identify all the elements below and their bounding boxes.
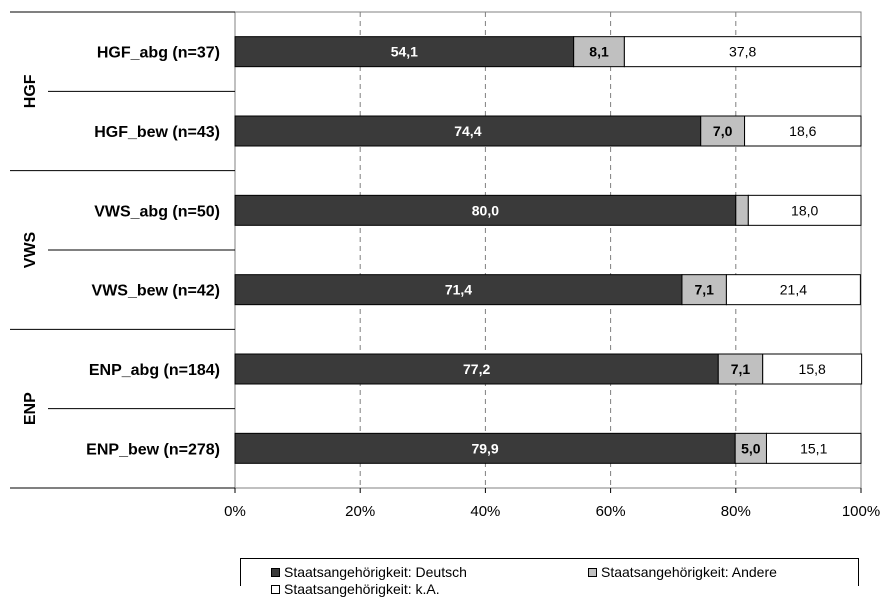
data-label: 37,8	[729, 44, 756, 60]
bar-segment	[234, 432, 736, 464]
data-label: 5,0	[741, 440, 761, 456]
data-label: 74,4	[454, 123, 481, 139]
data-label: 7,1	[731, 361, 751, 377]
bar-segment	[762, 353, 863, 385]
x-tick-label: 60%	[596, 503, 626, 520]
category-labels: HGF_abg (n=37) HGF_bew (n=43) VWS_abg (n=5…	[86, 45, 220, 459]
bar-segment	[747, 194, 862, 226]
bar-segment	[234, 36, 575, 68]
legend-item-ka: Staatsangehörigkeit: k.A.	[271, 581, 440, 597]
legend-item-andere: Staatsangehörigkeit: Andere	[588, 564, 777, 580]
bar-segment	[744, 115, 862, 147]
bar-segment	[725, 274, 861, 306]
x-tick-label: 20%	[345, 503, 375, 520]
data-label: 79,9	[471, 440, 498, 456]
data-label: 15,1	[800, 440, 827, 456]
data-label: 7,1	[694, 282, 714, 298]
bar-segment	[234, 353, 719, 385]
bar-segment	[234, 194, 737, 226]
bar-segment	[765, 432, 862, 464]
bar-segment	[234, 115, 702, 147]
group-label: VWS	[22, 231, 39, 268]
data-label: 71,4	[445, 282, 472, 298]
legend: Staatsangehörigkeit: Deutsch Staatsangeh…	[240, 558, 859, 597]
data-label: 54,1	[391, 44, 418, 60]
category-label: VWS_bew (n=42)	[92, 283, 220, 300]
x-tick-label: 0%	[224, 503, 246, 520]
x-tick-label: 80%	[721, 503, 751, 520]
legend-swatch-andere	[588, 567, 597, 577]
legend-label-deutsch: Staatsangehörigkeit: Deutsch	[284, 564, 467, 580]
data-label: 18,0	[791, 202, 818, 218]
data-label: 15,8	[799, 361, 826, 377]
data-label: 77,2	[463, 361, 490, 377]
category-label: VWS_abg (n=50)	[94, 203, 220, 220]
data-label: 18,6	[789, 123, 816, 139]
x-tick-label: 100%	[842, 503, 880, 520]
group-label: ENP	[22, 392, 39, 425]
bars: 54,1 8,1 37,8 74,4 7,0 18,6 80,0 18,0 71,4 7,1 21,…	[234, 36, 863, 464]
bar-segment	[681, 274, 727, 306]
legend-label-andere: Staatsangehörigkeit: Andere	[601, 564, 777, 580]
data-label: 8,1	[589, 44, 609, 60]
data-label: 80,0	[472, 202, 499, 218]
data-label: 21,4	[780, 282, 807, 298]
category-label: ENP_abg (n=184)	[89, 362, 220, 379]
group-labels: HGF VWS ENP	[10, 11, 235, 489]
plot-area	[234, 11, 862, 489]
data-label: 7,0	[713, 123, 733, 139]
bar-segment	[700, 115, 746, 147]
legend-item-deutsch: Staatsangehörigkeit: Deutsch	[271, 564, 467, 580]
gridlines	[234, 11, 862, 493]
bar-segment	[735, 194, 749, 226]
category-label: ENP_bew (n=278)	[86, 441, 220, 458]
bar-segment	[623, 36, 862, 68]
group-label: HGF	[22, 74, 39, 108]
legend-label-ka: Staatsangehörigkeit: k.A.	[284, 581, 440, 597]
x-tick-labels: 0% 20% 40% 60% 80% 100%	[224, 503, 880, 520]
x-tick-label: 40%	[470, 503, 500, 520]
category-label: HGF_abg (n=37)	[97, 45, 220, 62]
category-label: HGF_bew (n=43)	[94, 124, 220, 141]
legend-swatch-deutsch	[271, 567, 280, 577]
